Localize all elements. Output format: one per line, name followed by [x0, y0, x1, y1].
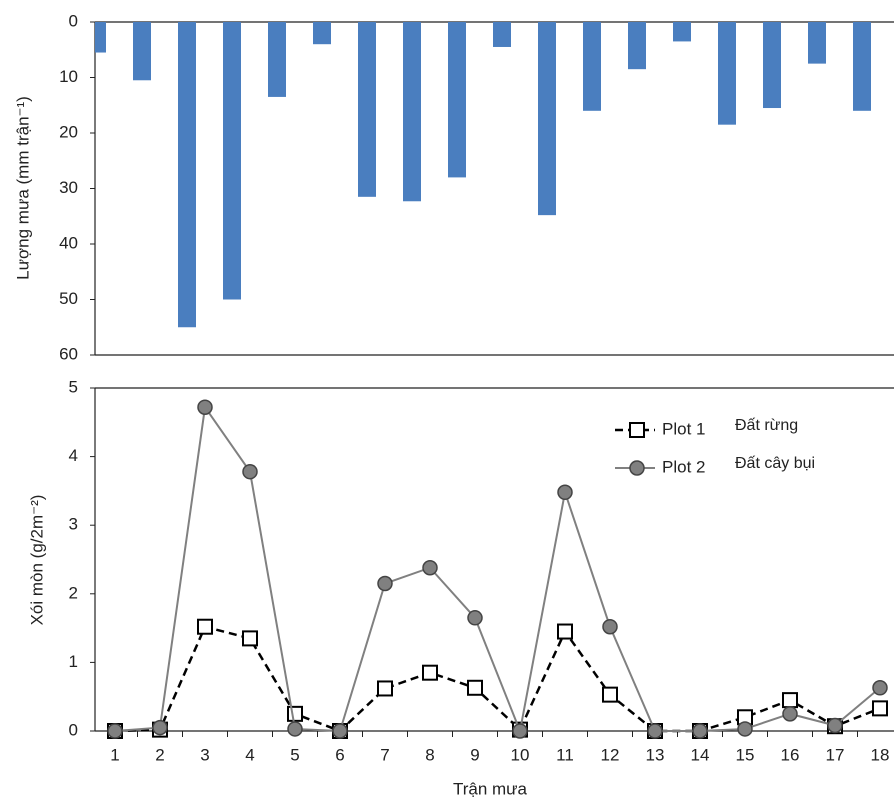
- y-tick-label: 0: [69, 720, 78, 739]
- bar: [718, 22, 736, 125]
- point: [197, 618, 213, 635]
- y-tick-label: 50: [59, 289, 78, 308]
- x-tick-label: 13: [646, 745, 665, 764]
- x-tick-label: 9: [470, 745, 479, 764]
- point: [602, 686, 618, 703]
- point: [692, 723, 708, 739]
- point: [782, 692, 798, 709]
- x-tick-label: 18: [871, 745, 890, 764]
- bar: [538, 22, 556, 216]
- series-line: [114, 625, 881, 733]
- point: [647, 723, 663, 739]
- bar: [403, 22, 421, 202]
- point: [467, 610, 483, 626]
- point: [287, 705, 303, 722]
- point: [512, 723, 528, 739]
- point: [557, 623, 573, 640]
- bar: [448, 22, 466, 178]
- point: [422, 664, 438, 681]
- x-tick-label: 3: [200, 745, 209, 764]
- legend-marker: [629, 460, 645, 476]
- x-tick-label: 1: [110, 745, 119, 764]
- x-tick-label: 10: [511, 745, 530, 764]
- y-tick-label: 0: [69, 11, 78, 30]
- point: [242, 463, 258, 480]
- x-tick-label: 7: [380, 745, 389, 764]
- x-tick-label: 4: [245, 745, 254, 764]
- point: [377, 575, 393, 592]
- legend-label: Plot 1: [662, 419, 705, 438]
- point: [872, 700, 888, 717]
- legend-marker: [629, 422, 645, 438]
- point: [782, 706, 798, 722]
- bar: [268, 22, 286, 97]
- y-tick-label: 10: [59, 67, 78, 86]
- point: [737, 721, 753, 737]
- x-tick-label: 15: [736, 745, 755, 764]
- y-tick-label: 5: [69, 377, 78, 396]
- bar: [583, 22, 601, 111]
- x-axis-label: Trận mưa: [453, 779, 528, 798]
- point: [467, 679, 483, 696]
- y-tick-label: 1: [69, 652, 78, 671]
- series-line: [114, 404, 881, 735]
- x-tick-label: 5: [290, 745, 299, 764]
- x-tick-label: 2: [155, 745, 164, 764]
- x-tick-label: 16: [781, 745, 800, 764]
- legend-description: Đất rừng: [735, 417, 798, 434]
- bar: [628, 22, 646, 70]
- point: [197, 399, 213, 415]
- y-tick-label: 40: [59, 233, 78, 252]
- y-axis-label: Lượng mưa (mm trận⁻¹): [13, 96, 32, 280]
- bar: [313, 22, 331, 45]
- bar: [763, 22, 781, 109]
- bar: [493, 22, 511, 47]
- x-tick-label: 11: [556, 745, 574, 764]
- x-tick-label: 17: [826, 745, 845, 764]
- point: [827, 717, 843, 734]
- bar: [95, 22, 106, 53]
- point: [422, 559, 438, 576]
- point: [557, 484, 573, 501]
- y-tick-label: 3: [69, 515, 78, 534]
- point: [242, 630, 258, 647]
- x-tick-label: 14: [691, 745, 710, 764]
- y-tick-label: 4: [69, 446, 78, 465]
- x-tick-label: 12: [601, 745, 620, 764]
- bar: [673, 22, 691, 42]
- point: [152, 719, 168, 736]
- x-tick-label: 8: [425, 745, 434, 764]
- point: [107, 723, 123, 739]
- y-tick-label: 20: [59, 122, 78, 141]
- point: [377, 680, 393, 697]
- legend-label: Plot 2: [662, 457, 705, 476]
- x-tick-label: 6: [335, 745, 344, 764]
- bar: [853, 22, 871, 111]
- bars: [95, 22, 871, 328]
- point: [872, 680, 888, 696]
- y-axis-label: Xói mòn (g/2m⁻²): [27, 495, 46, 626]
- bar: [358, 22, 376, 197]
- bar: [808, 22, 826, 64]
- bar: [178, 22, 196, 328]
- point: [602, 618, 618, 635]
- bar: [223, 22, 241, 300]
- y-tick-label: 60: [59, 344, 78, 363]
- y-tick-label: 30: [59, 178, 78, 197]
- bar: [133, 22, 151, 81]
- point: [332, 723, 348, 739]
- y-tick-label: 2: [69, 583, 78, 602]
- legend-description: Đất cây bụi: [735, 455, 815, 472]
- point: [287, 721, 303, 737]
